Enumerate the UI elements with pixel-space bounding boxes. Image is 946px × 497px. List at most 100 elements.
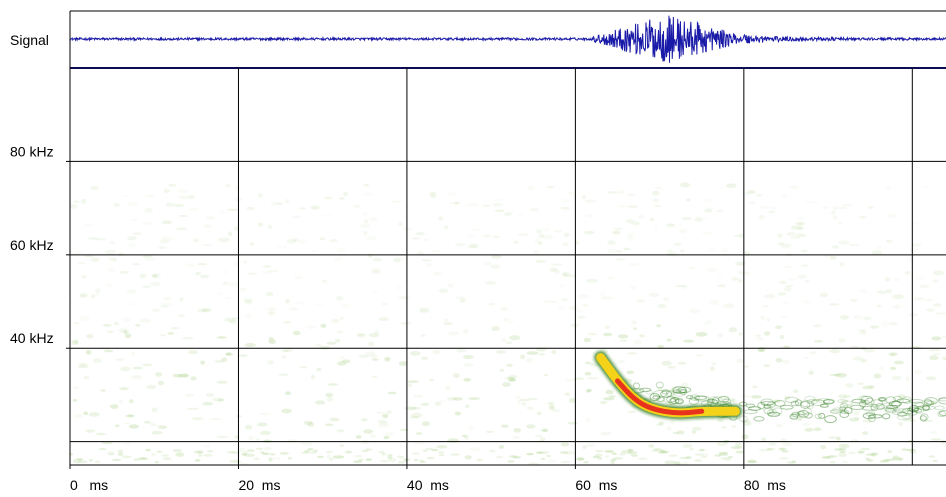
noise-speckle [217,398,225,402]
call-tail-blob [745,403,756,408]
noise-speckle [268,339,277,344]
noise-speckle [913,296,924,301]
noise-speckle [567,192,575,195]
call-tail-blob [832,407,844,413]
noise-speckle [804,427,814,432]
noise-speckle [431,249,441,254]
call-tail-blob [893,408,907,413]
noise-speckle [267,307,277,311]
noise-speckle [110,404,119,409]
call-tail-blob [841,400,853,407]
noise-speckle [483,261,493,266]
call-tail-blob [885,396,897,404]
noise-speckle [365,458,373,461]
noise-speckle [688,309,701,314]
noise-speckle [577,294,590,299]
noise-speckle [716,275,724,279]
noise-speckle [760,315,765,321]
noise-speckle [501,338,507,343]
noise-speckle [454,411,462,416]
call-tail-blob [649,393,661,401]
noise-speckle [113,203,120,207]
noise-speckle [839,262,845,267]
noise-speckle [670,420,675,425]
call-tail-blob [794,399,803,407]
call-tail-blob [884,407,895,412]
noise-speckle [677,430,685,435]
noise-speckle [615,258,626,261]
noise-speckle [840,400,849,403]
noise-speckle [482,204,491,207]
noise-speckle [78,293,86,299]
call-tail-blob [711,397,720,405]
noise-speckle [893,277,900,282]
noise-speckle [528,397,539,400]
noise-speckle [118,328,130,334]
noise-speckle [307,324,316,329]
noise-speckle [434,400,447,403]
noise-speckle [847,451,856,455]
noise-speckle [184,393,195,397]
call-tail-blob [802,407,812,416]
noise-speckle [415,231,425,236]
noise-speckle [718,395,729,400]
noise-speckle [469,243,479,249]
noise-speckle [666,338,672,342]
noise-speckle [779,334,785,340]
noise-speckle [453,397,463,401]
noise-speckle [197,454,203,457]
noise-speckle [821,456,831,459]
noise-speckle [803,356,810,359]
noise-speckle [307,421,315,427]
call-tail-blob [710,399,718,405]
noise-speckle [534,228,545,233]
noise-speckle [456,348,467,353]
noise-speckle [369,434,377,438]
noise-speckle [225,317,237,323]
noise-speckle [202,244,213,247]
noise-speckle [923,419,934,423]
noise-speckle [337,248,346,253]
noise-speckle [70,300,73,305]
noise-speckle [694,453,705,456]
noise-speckle [162,220,172,225]
noise-speckle [731,398,736,403]
noise-speckle [838,338,846,343]
noise-speckle [301,451,311,454]
noise-speckle [733,234,741,238]
noise-speckle [133,458,141,461]
noise-speckle [764,294,776,299]
noise-speckle [747,460,758,464]
noise-speckle [706,206,714,211]
x-tick-label: 60 ms [575,477,617,493]
noise-speckle [932,459,938,463]
noise-speckle [117,252,125,257]
noise-speckle [505,341,513,345]
noise-speckle [337,429,345,433]
noise-speckle [248,435,254,441]
noise-speckle [244,300,253,305]
noise-speckle [304,450,310,453]
noise-speckle [177,189,189,193]
noise-speckle [127,302,134,306]
noise-speckle [898,421,903,426]
noise-speckle [160,302,173,307]
noise-speckle [862,419,873,423]
noise-speckle [229,459,241,463]
noise-speckle [538,233,545,239]
noise-speckle [622,247,631,251]
call-tail-blob [774,400,786,407]
noise-speckle [777,242,785,245]
noise-speckle [584,199,596,203]
noise-speckle [694,418,704,421]
noise-speckle [563,232,570,238]
noise-speckle [909,450,918,454]
noise-speckle [146,194,155,198]
noise-speckle [426,456,435,460]
noise-speckle [735,450,745,454]
noise-speckle [132,263,140,266]
call-tail-blob [804,395,816,402]
call-tail-blob [926,400,935,406]
noise-speckle [787,461,796,464]
call-tail-blob [814,413,822,420]
